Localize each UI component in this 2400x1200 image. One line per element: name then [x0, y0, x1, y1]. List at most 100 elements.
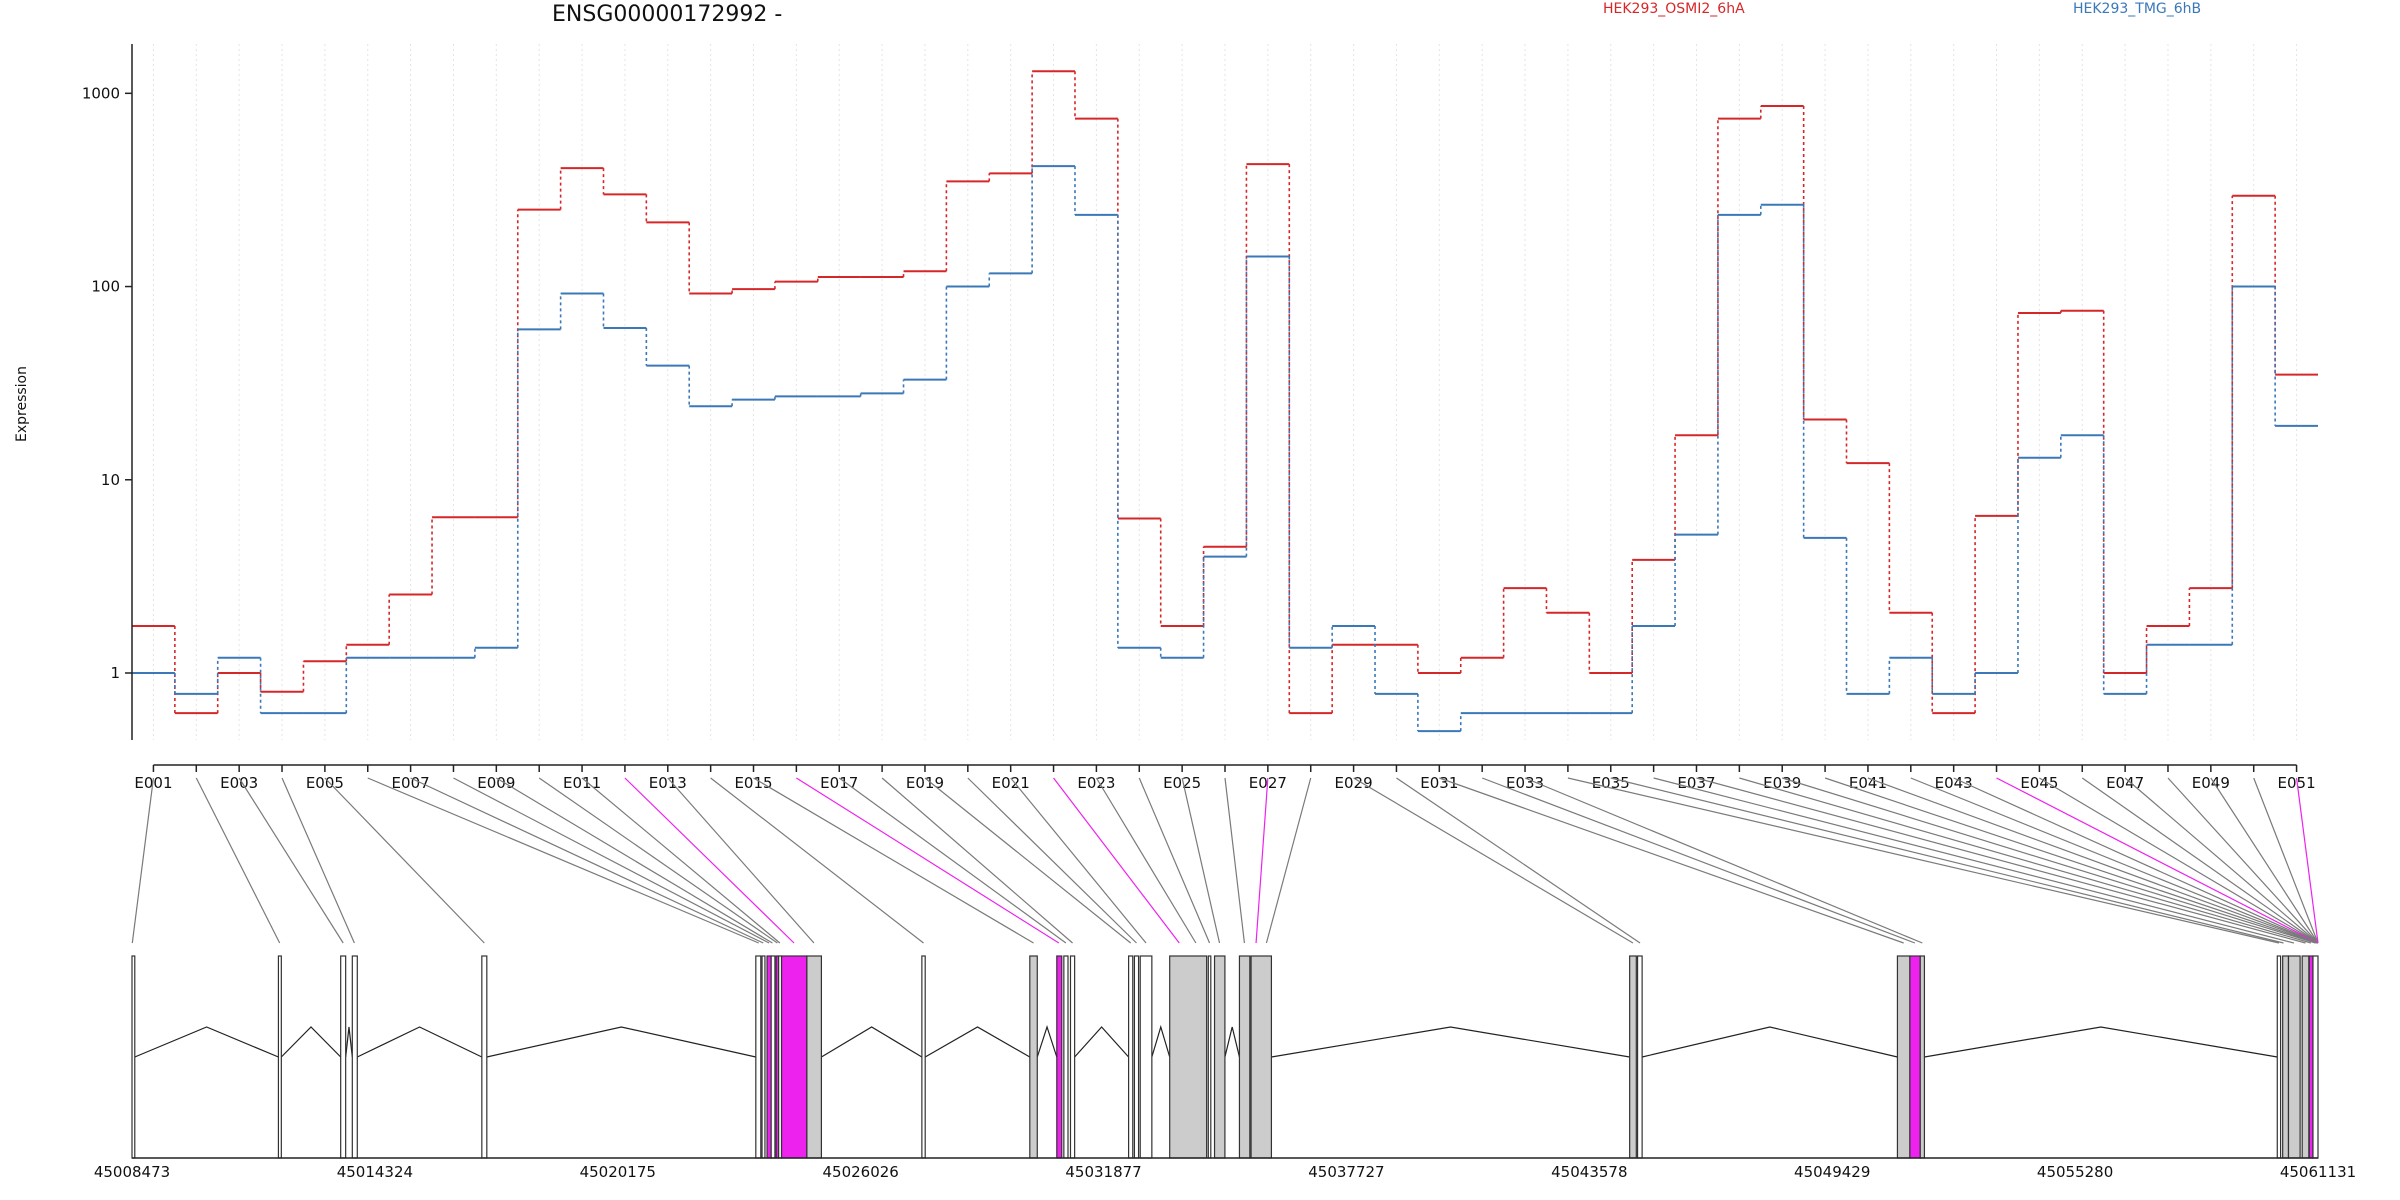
genome-tick-label: 45020175 [580, 1163, 656, 1181]
exon-block [340, 955, 347, 1159]
y-tick-label: 1 [110, 664, 120, 682]
exon-block [1896, 955, 1911, 1159]
exon-connector [796, 777, 1060, 944]
exon-connector [1138, 777, 1211, 944]
exon-block [131, 955, 136, 1159]
exon-block [277, 955, 282, 1159]
x-tick-label: E049 [2192, 774, 2230, 792]
x-tick-label: E021 [992, 774, 1030, 792]
exon-connector [1439, 777, 1904, 944]
exon-block [1250, 955, 1273, 1159]
exon-block [1909, 955, 1921, 1159]
exon-block [806, 955, 823, 1159]
exon-connector [1053, 777, 1180, 944]
exon-connector [581, 777, 781, 944]
genome-tick-label: 45049429 [1794, 1163, 1870, 1181]
exon-connector [1224, 777, 1246, 944]
exon-block [2312, 955, 2319, 1159]
x-tick-label: E023 [1077, 774, 1115, 792]
exon-block [1169, 955, 1208, 1159]
x-tick-label: E019 [906, 774, 944, 792]
exon-connector [1396, 777, 1641, 944]
intron-line [134, 1026, 279, 1058]
exon-block [761, 955, 766, 1159]
exon-block [2282, 955, 2290, 1159]
series-2 [132, 165, 2318, 733]
exon-connector [2081, 777, 2319, 944]
x-tick-label: E001 [134, 774, 172, 792]
x-tick-label: E043 [1935, 774, 1973, 792]
series-layer [132, 70, 2318, 733]
exon-connector [1739, 777, 2312, 944]
intron-line [345, 1026, 353, 1058]
x-tick-label: E029 [1335, 774, 1373, 792]
exon-connector [924, 777, 1132, 944]
exon-connector [1696, 777, 2306, 944]
x-tick-label: E035 [1592, 774, 1630, 792]
exon-block [1636, 955, 1643, 1159]
x-tick-label: E051 [2278, 774, 2316, 792]
chart-title: ENSG00000172992 - [552, 2, 783, 27]
exon-connector [2167, 777, 2319, 944]
exon-connector [538, 777, 778, 944]
intron-line [1224, 1026, 1241, 1058]
exon-connector [1910, 777, 2319, 944]
exon-connector [1610, 777, 2284, 944]
intron-line [1271, 1026, 1630, 1058]
exon-block [481, 955, 488, 1159]
connector-layer [131, 777, 2319, 944]
exon-block [1063, 955, 1069, 1159]
exon-block [1133, 955, 1140, 1159]
exon-connector [496, 777, 773, 944]
exon-connector [367, 777, 759, 944]
exon-block [351, 955, 358, 1159]
exon-connector [1653, 777, 2295, 944]
exon-connector [881, 777, 1073, 944]
genome-tick-label: 45037727 [1308, 1163, 1384, 1181]
exon-connector [2295, 777, 2319, 944]
exon-block [1139, 955, 1153, 1159]
exon-block [1213, 955, 1226, 1159]
intron-line [821, 1026, 923, 1058]
exon-connector [2210, 777, 2319, 944]
y-tick-label: 100 [91, 278, 120, 296]
x-tick-label: E039 [1763, 774, 1801, 792]
exon-connector [967, 777, 1137, 944]
exon-connector [1181, 777, 1221, 944]
exon-connector [453, 777, 770, 944]
exon-connector [838, 777, 1067, 944]
x-tick-label: E003 [220, 774, 258, 792]
exon-connector [1567, 777, 2280, 944]
exon-block [2276, 955, 2282, 1159]
grid-layer [152, 44, 2298, 740]
exon-block [780, 955, 808, 1159]
exon-connector [1255, 777, 1269, 944]
exon-connector [1782, 777, 2316, 944]
intron-line [280, 1026, 342, 1058]
x-tick-label: E013 [649, 774, 687, 792]
genome-tick-label: 45031877 [1065, 1163, 1141, 1181]
intron-line [1074, 1026, 1130, 1058]
genome-tick-label: 45055280 [2037, 1163, 2113, 1181]
exon-block [2301, 955, 2310, 1159]
exon-block [1069, 955, 1076, 1159]
x-tick-label: E007 [392, 774, 430, 792]
exon-connector [1010, 777, 1147, 944]
exon-connector [1095, 777, 1197, 944]
axis-layer: 1 10 100 1000 E001 E003 E005 E007 E009 E011 E013 E0… [82, 44, 2316, 792]
exon-connector [1996, 777, 2319, 944]
exon-connector [667, 777, 815, 944]
exon-connector [324, 777, 485, 944]
x-tick-label: E005 [306, 774, 344, 792]
gene-model-track: 45008473 45014324 45020175 45026026 45031877… [94, 955, 2356, 1181]
x-tick-label: E025 [1163, 774, 1201, 792]
intron-line [357, 1026, 483, 1058]
series-1 [132, 70, 2318, 715]
exon-connector [131, 777, 155, 944]
exon-connector [195, 777, 281, 944]
legend-series-2: HEK293_TMG_6hB [2073, 1, 2202, 17]
y-tick-label: 10 [101, 471, 120, 489]
genome-tick-label: 45061131 [2280, 1163, 2356, 1181]
